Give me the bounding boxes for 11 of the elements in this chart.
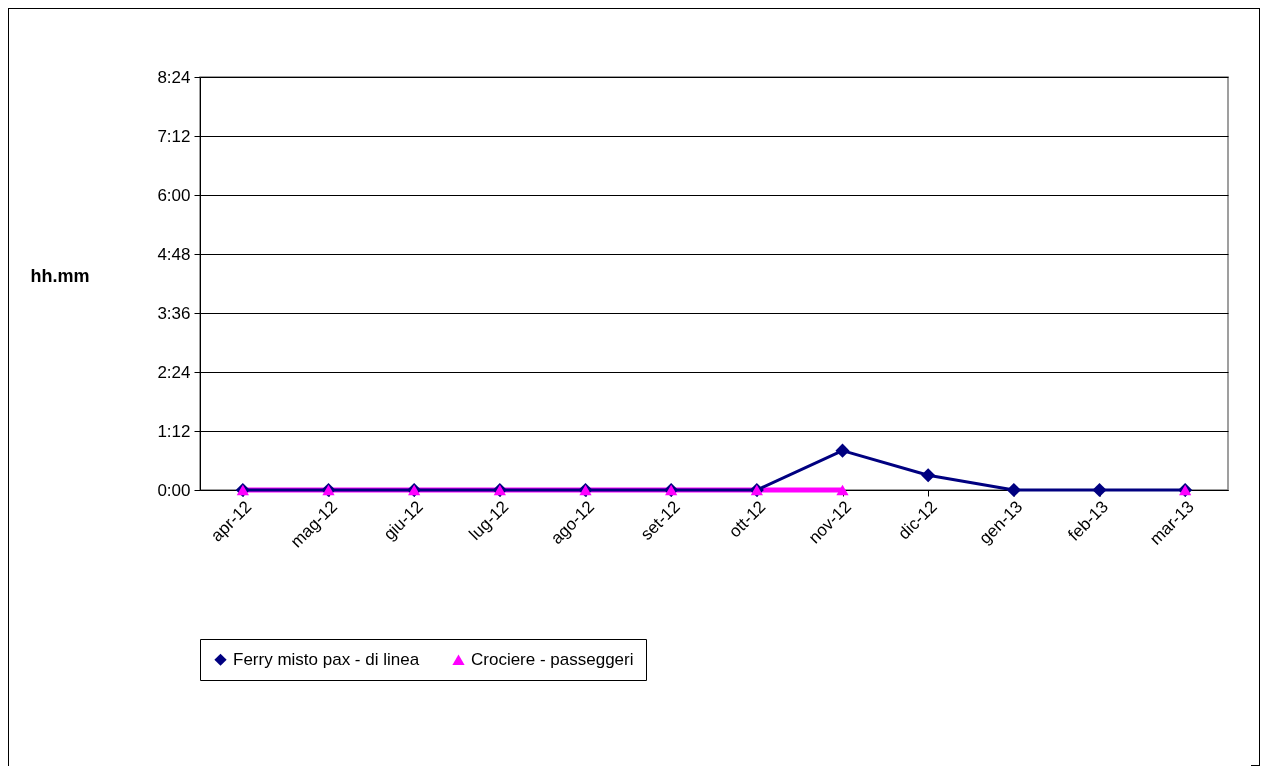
legend-label: Crociere - passeggeri — [471, 649, 634, 669]
legend-label: Ferry misto pax - di linea — [233, 649, 420, 669]
y-tick-label: 8:24 — [157, 67, 191, 87]
y-axis-title: hh.mm — [30, 265, 90, 286]
y-tick-label: 2:24 — [157, 362, 191, 382]
y-tick-label: 3:36 — [157, 303, 191, 323]
y-tick-label: 7:12 — [157, 126, 191, 146]
y-tick-label: 0:00 — [157, 480, 191, 500]
y-tick-label: 4:48 — [157, 244, 191, 264]
y-tick-label: 6:00 — [157, 185, 191, 205]
y-tick-label: 1:12 — [157, 421, 191, 441]
